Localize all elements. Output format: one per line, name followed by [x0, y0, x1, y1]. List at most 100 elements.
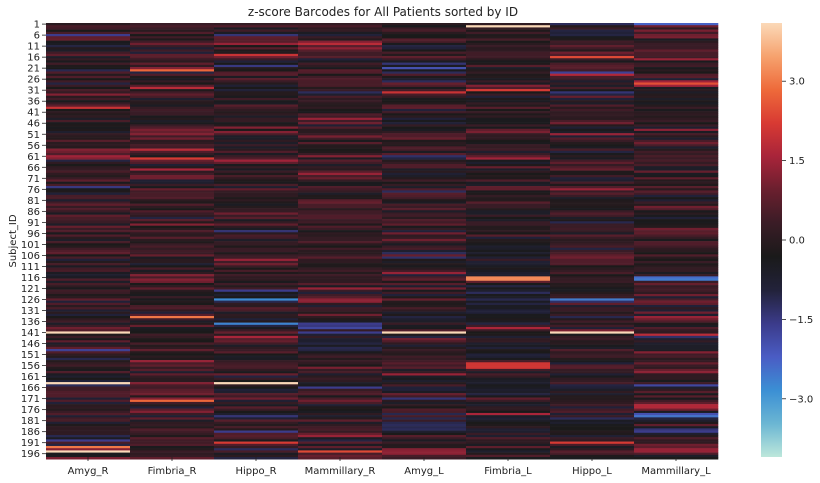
- heatmap-cell: [382, 104, 467, 108]
- heatmap-cell: [634, 362, 719, 365]
- heatmap-cell: [382, 36, 467, 39]
- heatmap-cell: [46, 223, 131, 226]
- heatmap-cell: [214, 216, 299, 220]
- heatmap-cell: [130, 293, 215, 297]
- heatmap-cell: [46, 186, 131, 189]
- heatmap-cell: [298, 183, 383, 187]
- heatmap-cell: [130, 223, 215, 226]
- heatmap-cell: [214, 47, 299, 50]
- heatmap-cell: [466, 210, 551, 213]
- heatmap-cell: [214, 318, 299, 321]
- heatmap-cell: [214, 324, 299, 328]
- y-axis-ticks: 1611162126313641465156616671768186919610…: [21, 20, 46, 460]
- heatmap-cell: [46, 368, 131, 372]
- heatmap-cell: [382, 249, 467, 253]
- heatmap-cell: [214, 311, 299, 315]
- heatmap-cell: [298, 322, 383, 326]
- heatmap-cell: [46, 311, 131, 315]
- heatmap-cell: [130, 445, 215, 449]
- heatmap-cell: [634, 395, 719, 398]
- heatmap-cell: [214, 62, 299, 66]
- heatmap-cell: [382, 362, 467, 365]
- heatmap-cell: [466, 201, 551, 204]
- heatmap-cell: [550, 443, 635, 447]
- heatmap-cell: [130, 95, 215, 99]
- heatmap-cell: [382, 401, 467, 405]
- heatmap-cell: [466, 194, 551, 198]
- heatmap-cell: [46, 282, 131, 286]
- heatmap-cell: [130, 172, 215, 176]
- heatmap-cell: [214, 219, 299, 222]
- y-tick-label: 191: [21, 438, 40, 449]
- heatmap-cell: [214, 285, 299, 288]
- heatmap-cell: [382, 395, 467, 398]
- heatmap-cell: [550, 331, 635, 334]
- heatmap-cell: [298, 56, 383, 59]
- heatmap-cell: [634, 82, 719, 85]
- heatmap-cell: [466, 155, 551, 158]
- heatmap-cell: [634, 428, 719, 431]
- heatmap-cell: [550, 278, 635, 282]
- heatmap-cell: [46, 410, 131, 414]
- heatmap-cell: [466, 45, 551, 48]
- heatmap-cell: [130, 188, 215, 191]
- heatmap-cell: [634, 386, 719, 389]
- heatmap-cell: [214, 197, 299, 200]
- heatmap-cell: [634, 58, 719, 61]
- heatmap-cell: [298, 335, 383, 339]
- heatmap-cell: [634, 331, 719, 334]
- heatmap-cell: [634, 382, 719, 385]
- heatmap-cell: [130, 260, 215, 264]
- heatmap-cell: [634, 34, 719, 37]
- heatmap-cell: [214, 183, 299, 187]
- heatmap-cell: [550, 428, 635, 431]
- heatmap-cell: [466, 31, 551, 35]
- heatmap-cell: [634, 177, 719, 180]
- heatmap-cell: [634, 124, 719, 127]
- heatmap-cell: [130, 115, 215, 119]
- heatmap-cell: [466, 302, 551, 306]
- heatmap-cell: [382, 166, 467, 169]
- heatmap-cell: [298, 318, 383, 321]
- heatmap-cell: [382, 119, 467, 123]
- heatmap-cell: [298, 364, 383, 367]
- heatmap-cell: [550, 40, 635, 44]
- heatmap-cell: [298, 197, 383, 200]
- heatmap-cell: [214, 29, 299, 33]
- heatmap-cell: [466, 252, 551, 255]
- heatmap-cell: [382, 31, 467, 35]
- heatmap-cell: [46, 69, 131, 72]
- heatmap-cell: [550, 271, 635, 275]
- heatmap-cell: [634, 225, 719, 229]
- heatmap-cell: [298, 300, 383, 304]
- heatmap-cell: [46, 421, 131, 425]
- heatmap-cell: [550, 60, 635, 63]
- heatmap-cell: [214, 247, 299, 251]
- heatmap-cell: [382, 188, 467, 191]
- heatmap-cell: [382, 106, 467, 110]
- heatmap-cell: [382, 93, 467, 96]
- heatmap-cell: [46, 157, 131, 160]
- heatmap-cell: [214, 60, 299, 63]
- heatmap-cell: [466, 241, 551, 244]
- heatmap-cell: [46, 183, 131, 187]
- heatmap-cell: [634, 95, 719, 99]
- heatmap-cell: [466, 311, 551, 315]
- heatmap-cell: [298, 214, 383, 218]
- heatmap-cell: [298, 159, 383, 163]
- heatmap-cell: [382, 304, 467, 308]
- heatmap-cell: [382, 203, 467, 207]
- heatmap-cell: [466, 89, 551, 92]
- heatmap-cell: [130, 144, 215, 147]
- heatmap-cell: [214, 223, 299, 226]
- heatmap-cell: [634, 349, 719, 352]
- heatmap-cell: [298, 249, 383, 253]
- heatmap-cell: [130, 159, 215, 163]
- heatmap-cell: [382, 307, 467, 310]
- heatmap-cell: [214, 31, 299, 35]
- heatmap-cell: [298, 267, 383, 271]
- heatmap-cell: [130, 454, 215, 458]
- heatmap-cell: [214, 190, 299, 193]
- heatmap-cell: [634, 421, 719, 425]
- heatmap-cell: [298, 399, 383, 403]
